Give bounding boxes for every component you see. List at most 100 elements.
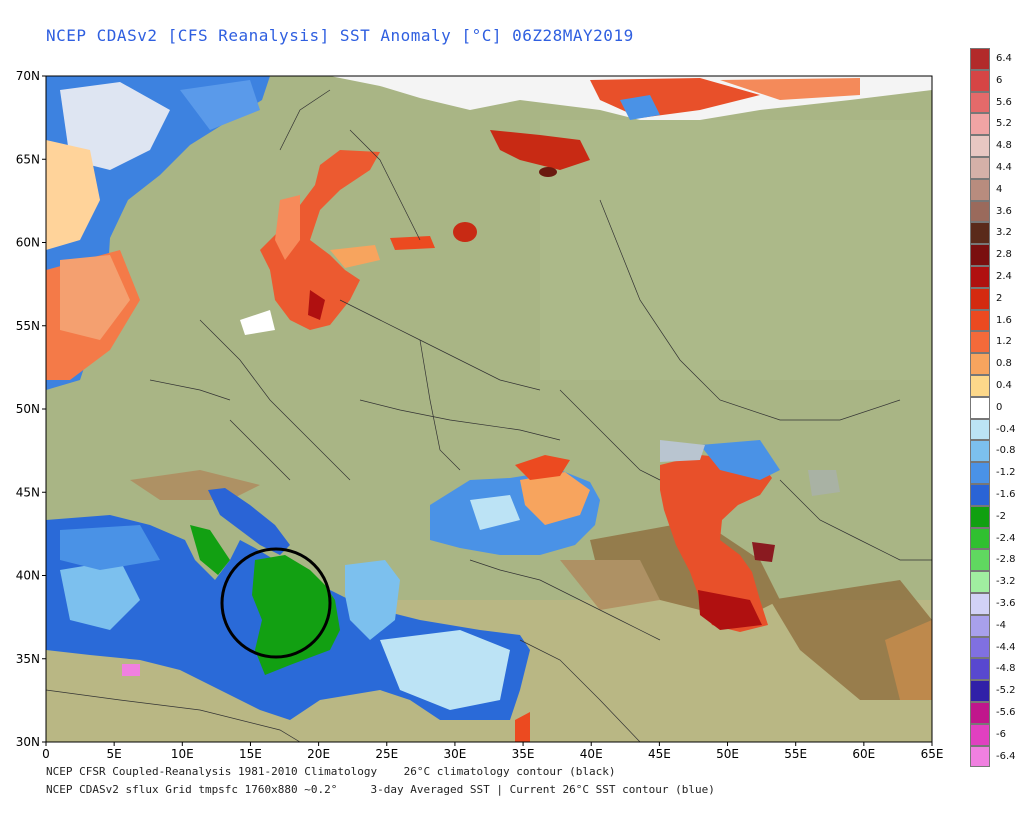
colorbar-label: -2.8 <box>996 554 1016 566</box>
colorbar-label: -4 <box>996 619 1006 631</box>
colorbar-swatch <box>970 680 990 702</box>
colorbar-label: 6.4 <box>996 52 1012 64</box>
white-sea <box>490 130 590 170</box>
colorbar-swatch <box>970 505 990 528</box>
cold-anomaly-patch <box>122 664 140 676</box>
country-borders <box>46 89 932 742</box>
lat-tick-label: 40N <box>16 569 40 583</box>
lat-tick-label: 30N <box>16 735 40 749</box>
lon-tick-label: 25E <box>375 747 398 761</box>
baltic-sea <box>260 150 380 330</box>
colorbar-label: -0.4 <box>996 423 1016 435</box>
longitude-axis: 0 5E 10E 15E 20E 25E 30E 35E 40E 45E 50E 55E 60E 65E <box>42 742 943 761</box>
lon-tick-label: 30E <box>443 747 466 761</box>
colorbar-label: 4 <box>996 183 1003 195</box>
colorbar-label: -1.2 <box>996 467 1016 479</box>
colorbar-label: -4.4 <box>996 641 1016 653</box>
lon-tick-label: 10E <box>171 747 194 761</box>
colorbar-label: 4.4 <box>996 161 1012 173</box>
lon-tick-label: 50E <box>716 747 739 761</box>
lat-tick-label: 50N <box>16 402 40 416</box>
colorbar-swatch <box>970 331 990 354</box>
lon-tick-label: 15E <box>239 747 262 761</box>
colorbar-swatch <box>970 48 990 70</box>
footer-data-source-note: NCEP CDASv2 sflux Grid tmpsfc 1760x880 ~… <box>46 783 715 796</box>
aegean-sea <box>345 560 400 640</box>
lon-tick-label: 60E <box>852 747 875 761</box>
colorbar-label: -3.2 <box>996 576 1016 588</box>
lon-tick-label: 20E <box>307 747 330 761</box>
colorbar-swatch <box>970 571 990 593</box>
colorbar-label: -2.4 <box>996 532 1016 544</box>
colorbar-label: 2.4 <box>996 270 1012 282</box>
colorbar-label: -6 <box>996 728 1006 740</box>
lon-tick-label: 45E <box>648 747 671 761</box>
colorbar-label: 2.8 <box>996 249 1012 261</box>
lat-tick-label: 45N <box>16 485 40 499</box>
colorbar-swatch <box>970 200 990 223</box>
colorbar-swatch <box>970 636 990 659</box>
lon-tick-label: 5E <box>107 747 122 761</box>
aral-sea <box>808 470 840 496</box>
colorbar-label: -3.6 <box>996 597 1016 609</box>
colorbar-swatch <box>970 353 990 375</box>
colorbar-label: -5.2 <box>996 685 1016 697</box>
colorbar-label: -0.8 <box>996 445 1016 457</box>
colorbar-swatch <box>970 440 990 463</box>
kara-bogaz-gol <box>752 542 775 562</box>
colorbar-label: 0 <box>996 401 1003 413</box>
colorbar-label: 3.2 <box>996 227 1012 239</box>
adriatic-sea <box>208 488 290 555</box>
colorbar-label: -1.6 <box>996 488 1016 500</box>
colorbar-swatch <box>970 135 990 157</box>
colorbar-swatch <box>970 484 990 506</box>
colorbar-swatch <box>970 375 990 397</box>
colorbar-label: -5.6 <box>996 706 1016 718</box>
colorbar-swatch <box>970 745 990 768</box>
ionian-cold-anomaly <box>252 555 340 675</box>
colorbar-label: -6.4 <box>996 750 1016 762</box>
lat-tick-label: 65N <box>16 152 40 166</box>
lon-tick-label: 65E <box>921 747 944 761</box>
colorbar-label: -2 <box>996 510 1006 522</box>
colorbar-swatch <box>970 309 990 332</box>
lat-tick-label: 70N <box>16 69 40 83</box>
colorbar-swatch <box>970 723 990 746</box>
footer-climatology-note: NCEP CFSR Coupled-Reanalysis 1981-2010 C… <box>46 765 616 778</box>
lon-tick-label: 0 <box>42 747 50 761</box>
sea-of-azov <box>515 455 570 480</box>
colorbar-swatch <box>970 113 990 136</box>
colorbar-label: 5.2 <box>996 118 1012 130</box>
lon-tick-label: 40E <box>580 747 603 761</box>
lat-tick-label: 60N <box>16 236 40 250</box>
highlight-circle <box>220 547 332 659</box>
colorbar-swatch <box>970 69 990 92</box>
colorbar-swatch <box>970 658 990 681</box>
colorbar-swatch <box>970 549 990 572</box>
caspian-sea <box>660 455 772 632</box>
colorbar-swatch <box>970 222 990 245</box>
colorbar-swatch <box>970 418 990 441</box>
map-frame-contents <box>46 76 932 742</box>
colorbar-label: 1.6 <box>996 314 1012 326</box>
colorbar-swatch <box>970 266 990 288</box>
colorbar-label: 4.8 <box>996 140 1012 152</box>
colorbar-label: 1.2 <box>996 336 1012 348</box>
map-title: NCEP CDASv2 [CFS Reanalysis] SST Anomaly… <box>46 26 634 45</box>
colorbar-label: 0.4 <box>996 379 1012 391</box>
gulf-of-finland <box>390 236 435 250</box>
colorbar-swatch <box>970 287 990 310</box>
latitude-axis: 70N 65N 60N 55N 50N 45N 40N 35N 30N <box>16 69 46 749</box>
lon-tick-label: 55E <box>784 747 807 761</box>
colorbar-swatch <box>970 396 990 419</box>
lake-onega-anomaly <box>453 222 477 242</box>
colorbar-label: 0.8 <box>996 358 1012 370</box>
colorbar-label: 5.6 <box>996 96 1012 108</box>
lat-tick-label: 35N <box>16 652 40 666</box>
colorbar-label: 3.6 <box>996 205 1012 217</box>
lat-tick-label: 55N <box>16 319 40 333</box>
colorbar-swatch <box>970 593 990 615</box>
colorbar-swatch <box>970 702 990 724</box>
colorbar-label: 6 <box>996 74 1003 86</box>
